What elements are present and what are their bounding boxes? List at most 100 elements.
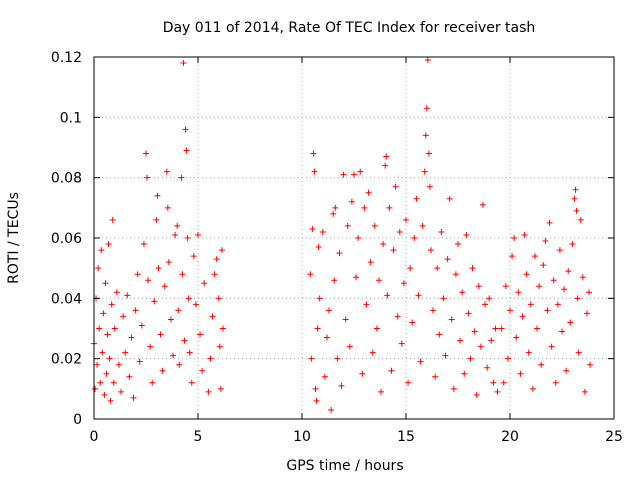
data-point [450,385,457,392]
data-point [311,168,318,175]
data-point [113,289,120,296]
data-point [215,295,222,302]
data-point [586,289,593,296]
data-point [128,334,135,341]
data-point [330,210,337,217]
y-tick-label: 0.1 [60,110,82,126]
data-point [465,310,472,317]
data-point [363,301,370,308]
data-point [157,331,164,338]
data-point [423,105,430,112]
data-point [101,391,108,398]
data-point [467,355,474,362]
data-point [351,171,357,178]
data-point [388,367,395,374]
data-point [109,216,116,223]
data-point [319,228,326,235]
data-point [176,361,183,368]
x-tick-label: 15 [397,429,415,445]
data-point [394,313,401,320]
x-tick-label: 0 [90,429,99,445]
data-point [511,235,518,241]
x-tick-label: 5 [194,429,203,445]
data-point [488,337,495,344]
data-point [185,295,192,302]
data-point [326,307,333,314]
ticks [93,56,615,420]
data-point [536,283,543,290]
data-point [97,379,104,386]
data-point [199,367,206,374]
data-point [390,247,397,254]
data-point [378,388,385,395]
data-point [540,262,547,269]
data-point [519,313,526,320]
data-point [314,325,321,332]
data-point [94,361,101,368]
data-point [172,231,179,238]
data-point [149,379,156,386]
data-point [219,325,226,332]
y-tick-label: 0 [73,412,82,428]
data-point [513,334,520,341]
data-point [316,295,323,302]
data-point [479,201,486,208]
data-point [307,271,314,278]
data-point [103,370,110,377]
data-point [315,244,322,251]
data-point [413,195,420,202]
data-point [400,280,407,287]
data-point [136,358,143,365]
data-point [180,60,187,67]
data-point [459,289,466,296]
data-point [155,265,162,272]
data-point [186,349,193,356]
data-point [130,394,137,401]
data-point [105,241,112,248]
data-point [552,379,559,386]
data-point [104,331,111,338]
data-point [538,361,545,368]
data-point [183,147,190,154]
data-point [308,355,315,362]
data-point [153,216,160,223]
data-point [507,307,513,314]
y-tick-label: 0.04 [51,291,82,307]
data-point [357,168,364,175]
data-point [340,171,347,178]
data-point [571,195,578,202]
data-point [469,265,476,272]
data-point [494,388,501,395]
data-point [195,231,201,238]
data-point [108,301,115,308]
data-point [484,364,491,371]
y-tick-label: 0.08 [51,171,82,187]
data-point [463,231,470,238]
data-point [430,307,437,314]
data-point [425,150,432,157]
data-point [95,265,102,272]
data-point [422,132,429,139]
data-point [473,391,480,398]
data-point [126,373,133,380]
data-point [122,349,129,356]
data-point [581,388,588,395]
data-point [321,373,328,380]
data-point [424,57,431,64]
data-point [144,174,151,181]
data-point [140,241,147,248]
data-point [486,295,493,302]
data-point [175,307,182,314]
data-point [164,204,171,211]
data-point [492,325,499,332]
data-point [556,247,563,254]
data-point [163,168,170,175]
data-point [217,385,224,392]
y-tick-label: 0.12 [51,50,82,66]
data-point [559,328,565,335]
data-point [563,367,570,374]
data-point [338,382,345,389]
data-point [382,162,389,169]
data-point [504,355,511,362]
data-point [398,340,405,347]
